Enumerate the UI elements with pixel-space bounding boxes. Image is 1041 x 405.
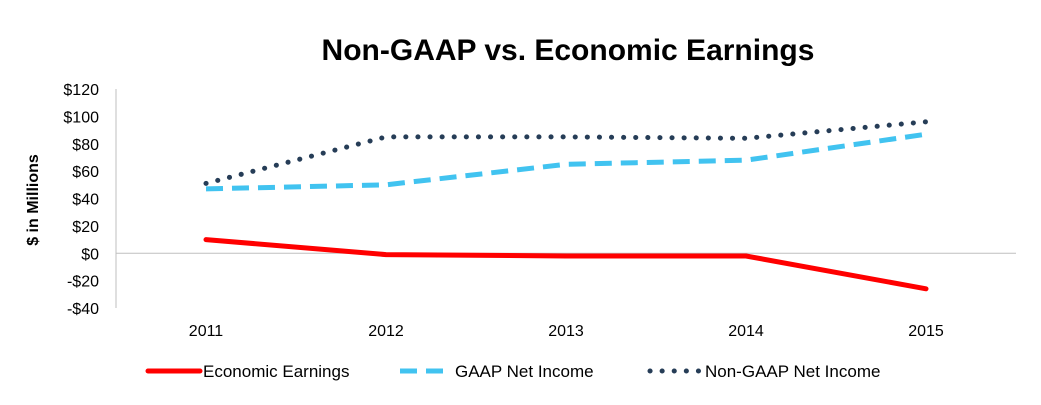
y-tick-label: -$40 — [67, 301, 99, 318]
legend-label-non-gaap-net-income: Non-GAAP Net Income — [705, 362, 880, 381]
y-tick-labels: $120 $100 $80 $60 $40 $20 $0 -$20 -$40 — [63, 82, 99, 318]
y-tick-label: $60 — [72, 164, 99, 181]
y-tick-label: $120 — [63, 82, 99, 99]
series-line-non-gaap-net-income — [203, 119, 929, 186]
legend-label-gaap-net-income: GAAP Net Income — [455, 362, 594, 381]
y-tick-label: $100 — [63, 109, 99, 126]
x-tick-label: 2013 — [548, 323, 584, 340]
chart-title: Non-GAAP vs. Economic Earnings — [322, 34, 815, 67]
x-tick-label: 2011 — [189, 323, 224, 340]
legend-label-economic-earnings: Economic Earnings — [203, 362, 349, 381]
series-layer — [203, 119, 929, 292]
x-tick-labels: 2011 2012 2013 2014 2015 — [189, 323, 944, 340]
y-tick-label: $80 — [72, 137, 99, 154]
y-axis-label: $ in Millions — [25, 154, 42, 246]
y-tick-label: $40 — [72, 192, 99, 209]
legend: Economic Earnings GAAP Net Income Non-GAAP… — [145, 362, 880, 381]
series-line-gaap-net-income — [205, 131, 927, 192]
y-tick-label: $20 — [72, 219, 99, 236]
series-line-economic-earnings — [203, 237, 929, 292]
x-tick-label: 2015 — [908, 323, 944, 340]
x-tick-label: 2012 — [368, 323, 404, 340]
x-tick-label: 2014 — [728, 323, 764, 340]
y-tick-label: $0 — [81, 246, 99, 263]
y-tick-label: -$20 — [67, 274, 99, 291]
